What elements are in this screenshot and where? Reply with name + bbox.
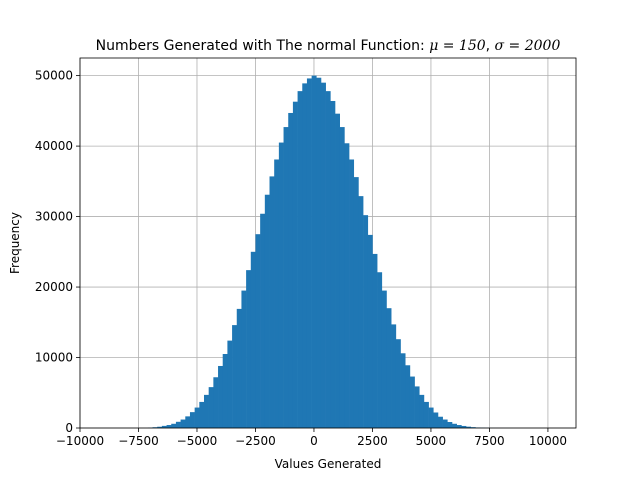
- histogram-bar: [246, 270, 252, 428]
- histogram-bar: [311, 75, 317, 428]
- histogram-bar: [316, 77, 322, 428]
- histogram-bar: [260, 213, 266, 428]
- histogram-bar: [363, 215, 369, 428]
- x-tick-label: 10000: [529, 434, 567, 448]
- histogram-bars: [147, 75, 518, 429]
- histogram-bar: [232, 325, 238, 428]
- histogram-bar: [372, 253, 378, 428]
- histogram-bar: [386, 308, 392, 428]
- histogram-bar: [283, 127, 289, 429]
- histogram-bar: [437, 416, 443, 428]
- histogram-bar: [208, 387, 214, 428]
- histogram-bar: [391, 324, 397, 428]
- x-tick-label: 7500: [474, 434, 505, 448]
- histogram-bar: [442, 419, 448, 428]
- histogram-bar: [433, 412, 439, 428]
- y-axis-label: Frequency: [8, 212, 22, 274]
- chart-title-sigma: σ = 2000: [495, 38, 561, 54]
- y-tick-label: 0: [65, 421, 73, 435]
- histogram-bar: [227, 340, 233, 428]
- histogram-bar: [213, 377, 219, 428]
- histogram-bar: [236, 308, 242, 428]
- y-tick-label: 50000: [35, 69, 73, 83]
- histogram-bar: [400, 353, 406, 428]
- histogram-bar: [171, 423, 177, 428]
- histogram-bar: [466, 426, 472, 428]
- histogram-bar: [302, 83, 308, 428]
- histogram-bar: [269, 176, 275, 428]
- histogram-bar: [349, 159, 355, 428]
- histogram-bar: [428, 407, 434, 428]
- histogram-bar: [423, 401, 429, 428]
- x-axis-ticks: −10000 −7500 −5000 −2500 0 2500 5000 7500 10000: [56, 428, 567, 448]
- x-axis-label: Values Generated: [275, 457, 382, 471]
- chart-title-prefix: Numbers Generated with The normal Functi…: [96, 38, 430, 54]
- histogram-bar: [367, 234, 373, 428]
- histogram-bar: [353, 177, 359, 428]
- histogram-bar: [278, 142, 284, 429]
- histogram-bar: [381, 290, 387, 428]
- histogram-bar: [452, 423, 457, 428]
- plot-frame: [79, 57, 577, 429]
- histogram-bar: [339, 127, 345, 429]
- histogram-bar: [335, 113, 340, 428]
- histogram-bar: [222, 354, 228, 428]
- histogram-bar: [297, 91, 303, 428]
- histogram-bar: [405, 365, 411, 428]
- histogram-bar: [344, 143, 350, 428]
- histogram-bar: [166, 425, 172, 428]
- histogram-bar: [175, 421, 181, 428]
- histogram-bar: [414, 386, 420, 428]
- y-tick-label: 20000: [35, 280, 73, 294]
- histogram-bar: [358, 196, 364, 428]
- histogram-bar: [395, 339, 401, 428]
- histogram-bar: [199, 401, 205, 428]
- histogram-bar: [218, 365, 224, 428]
- y-tick-label: 10000: [35, 351, 73, 365]
- x-tick-label: −5000: [177, 434, 218, 448]
- histogram-bar: [461, 425, 467, 428]
- chart-title-separator: ,: [486, 38, 495, 54]
- x-tick-label: 0: [310, 434, 318, 448]
- histogram-bar: [194, 407, 200, 428]
- histogram-bar: [419, 394, 425, 428]
- histogram-bar: [180, 419, 186, 428]
- y-tick-label: 40000: [35, 139, 73, 153]
- histogram-bar: [377, 272, 383, 428]
- chart-title-mu: μ = 150: [429, 38, 486, 54]
- histogram-bar: [274, 159, 280, 428]
- y-axis-ticks: 0 10000 20000 30000 40000 50000: [35, 69, 80, 435]
- x-tick-label: −2500: [235, 434, 276, 448]
- histogram-bar: [409, 376, 415, 428]
- x-tick-label: 2500: [357, 434, 388, 448]
- histogram-bar: [330, 100, 336, 428]
- histogram-bar: [157, 426, 163, 428]
- histogram-bar: [189, 412, 195, 428]
- x-tick-label: 5000: [416, 434, 447, 448]
- x-tick-label: −7500: [118, 434, 159, 448]
- histogram-bar: [447, 422, 453, 428]
- x-tick-label: −10000: [56, 434, 104, 448]
- histogram-bar: [470, 427, 476, 428]
- histogram-bar: [456, 425, 462, 428]
- histogram-bar: [161, 425, 167, 428]
- histogram-bar: [204, 394, 209, 428]
- histogram-bar: [241, 290, 247, 428]
- histogram-bar: [288, 112, 294, 428]
- histogram-bar: [264, 194, 270, 428]
- chart-title: Numbers Generated with The normal Functi…: [96, 38, 561, 54]
- histogram-bar: [250, 251, 256, 428]
- histogram-bar: [320, 82, 326, 429]
- histogram-bar: [185, 416, 191, 428]
- y-tick-label: 30000: [35, 210, 73, 224]
- histogram-bar: [255, 234, 261, 428]
- histogram-bar: [306, 78, 312, 428]
- histogram-bar: [292, 101, 298, 428]
- histogram-bar: [325, 91, 331, 428]
